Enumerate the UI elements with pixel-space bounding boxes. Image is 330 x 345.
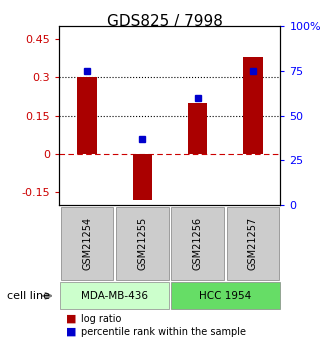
- Text: GSM21257: GSM21257: [248, 217, 258, 270]
- Text: ■: ■: [66, 314, 77, 324]
- Bar: [133, 154, 152, 200]
- Text: GSM21255: GSM21255: [137, 217, 147, 270]
- Text: log ratio: log ratio: [81, 314, 121, 324]
- Text: cell line: cell line: [7, 291, 50, 301]
- Text: HCC 1954: HCC 1954: [199, 291, 251, 301]
- Text: percentile rank within the sample: percentile rank within the sample: [81, 327, 246, 337]
- Bar: [77, 77, 97, 154]
- Text: GDS825 / 7998: GDS825 / 7998: [107, 14, 223, 29]
- Text: MDA-MB-436: MDA-MB-436: [81, 291, 148, 301]
- Bar: [188, 103, 207, 154]
- Text: GSM21254: GSM21254: [82, 217, 92, 270]
- Text: ■: ■: [66, 327, 77, 337]
- Text: GSM21256: GSM21256: [193, 217, 203, 270]
- Bar: [243, 57, 263, 154]
